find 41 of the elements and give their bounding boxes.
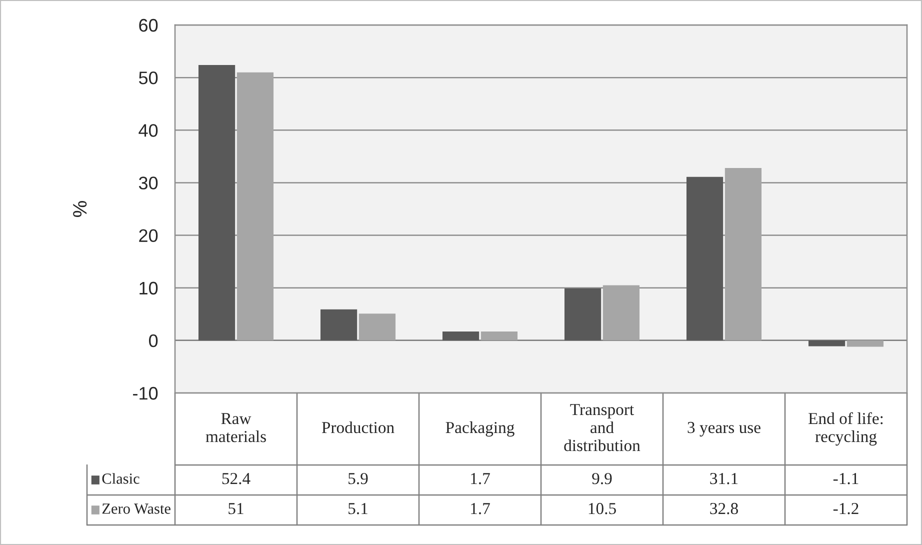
x-tick-label: 3 years use bbox=[688, 422, 760, 437]
bar bbox=[808, 340, 846, 346]
data-label: 9.9 bbox=[592, 472, 612, 484]
bar bbox=[198, 64, 236, 340]
data-label: 1.7 bbox=[471, 473, 490, 484]
y-tick-label: 10 bbox=[140, 282, 158, 295]
y-tick-label: 0 bbox=[149, 334, 158, 348]
x-tick-label: Packaging bbox=[446, 421, 514, 437]
data-label: -1.2 bbox=[833, 502, 858, 514]
y-tick-label: 30 bbox=[138, 176, 158, 190]
x-tick-label: End of life: recycling bbox=[808, 412, 883, 446]
data-label: 52.4 bbox=[222, 472, 250, 484]
bar bbox=[236, 72, 274, 340]
y-tick-label: 20 bbox=[139, 229, 158, 242]
x-tick-label: Production bbox=[322, 421, 394, 434]
data-label: 5.1 bbox=[348, 503, 368, 514]
bar bbox=[602, 285, 640, 340]
bar bbox=[480, 331, 518, 340]
data-label: 51 bbox=[228, 503, 244, 514]
bar bbox=[686, 176, 724, 340]
x-tick-label: Raw materials bbox=[206, 413, 266, 442]
data-label: -1.1 bbox=[833, 473, 858, 484]
data-label: 5.9 bbox=[348, 472, 368, 484]
bar bbox=[320, 309, 358, 340]
y-tick-label: 60 bbox=[139, 18, 158, 32]
data-label: 32.8 bbox=[710, 502, 738, 514]
legend-label: Zero Waste bbox=[102, 504, 170, 514]
bar bbox=[358, 314, 396, 340]
bar bbox=[724, 168, 762, 340]
y-tick-label: 50 bbox=[138, 72, 158, 84]
data-label: 1.7 bbox=[471, 503, 490, 514]
data-label: 10.5 bbox=[588, 502, 616, 514]
y-axis-title: % bbox=[73, 201, 87, 217]
x-tick-label: Transport and distribution bbox=[564, 404, 640, 452]
legend-label: Clasic bbox=[102, 473, 140, 484]
y-tick-label: -10 bbox=[133, 386, 158, 400]
bar bbox=[846, 340, 884, 347]
bar bbox=[442, 331, 480, 340]
bar bbox=[564, 288, 602, 340]
y-tick-label: 40 bbox=[138, 124, 158, 137]
data-label: 31.1 bbox=[710, 472, 738, 484]
